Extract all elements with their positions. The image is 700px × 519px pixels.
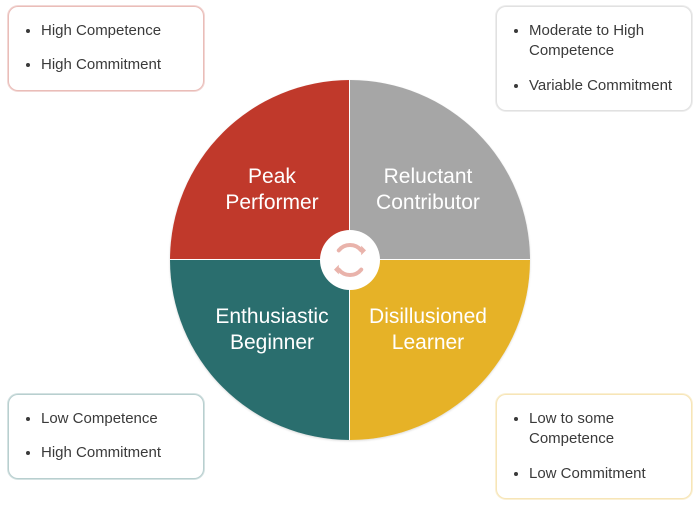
card-bullet: Low to some Competence bbox=[529, 409, 675, 450]
card-reluctant-contributor: Moderate to High Competence Variable Com… bbox=[496, 6, 692, 111]
card-bullets: Low to some Competence Low Commitment bbox=[513, 409, 675, 484]
card-bullet: Moderate to High Competence bbox=[529, 21, 675, 62]
card-bullet: High Competence bbox=[41, 21, 187, 41]
card-disillusioned-learner: Low to some Competence Low Commitment bbox=[496, 394, 692, 499]
card-bullets: Moderate to High Competence Variable Com… bbox=[513, 21, 675, 96]
card-bullets: Low Competence High Commitment bbox=[25, 409, 187, 464]
card-bullet: High Commitment bbox=[41, 55, 187, 75]
card-peak-performer: High Competence High Commitment bbox=[8, 6, 204, 91]
card-bullets: High Competence High Commitment bbox=[25, 21, 187, 76]
card-bullet: Variable Commitment bbox=[529, 76, 675, 96]
diagram-stage: Peak Performer Reluctant Contributor Ent… bbox=[0, 0, 700, 519]
quadrant-label: Disillusioned Learner bbox=[355, 304, 501, 357]
quadrant-label: Enthusiastic Beginner bbox=[201, 304, 342, 357]
card-bullet: Low Competence bbox=[41, 409, 187, 429]
card-bullet: High Commitment bbox=[41, 443, 187, 463]
quadrant-peak-performer: Peak Performer bbox=[170, 80, 351, 261]
quadrant-label: Reluctant Contributor bbox=[362, 164, 494, 217]
card-bullet: Low Commitment bbox=[529, 464, 675, 484]
card-enthusiastic-beginner: Low Competence High Commitment bbox=[8, 394, 204, 479]
cycle-arrows-icon bbox=[320, 230, 380, 290]
quadrant-label: Peak Performer bbox=[211, 164, 332, 217]
